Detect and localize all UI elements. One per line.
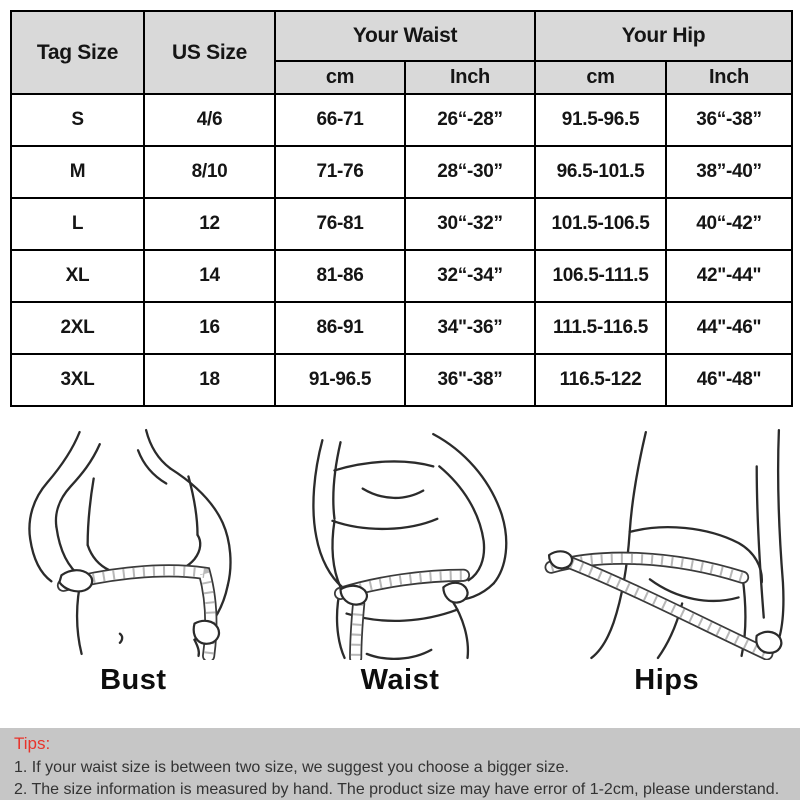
cell-hip-inch: 36“-38” [664, 93, 794, 147]
tips-line-2: 2. The size information is measured by h… [14, 780, 780, 798]
cell-tag: XL [10, 249, 145, 303]
cell-hip-inch: 40“-42” [664, 197, 794, 251]
cell-tag: L [10, 197, 145, 251]
cell-us: 14 [143, 249, 276, 303]
cell-waist-cm: 66-71 [274, 93, 406, 147]
header-tag-size: Tag Size [10, 10, 145, 95]
cell-hip-inch: 46"-48" [664, 353, 794, 407]
cell-waist-inch: 28“-30” [404, 145, 536, 199]
tips-title: Tips: [14, 734, 51, 753]
cell-waist-cm: 91-96.5 [274, 353, 406, 407]
size-chart-table: Tag Size US Size Your Waist Your Hip cm … [10, 10, 794, 407]
bust-figure: Bust [0, 424, 267, 720]
cell-us: 8/10 [143, 145, 276, 199]
bust-label: Bust [100, 664, 167, 696]
measurement-figures: Bust [0, 424, 800, 720]
cell-hip-inch: 38”-40” [664, 145, 794, 199]
cell-waist-inch: 36"-38” [404, 353, 536, 407]
cell-waist-cm: 81-86 [274, 249, 406, 303]
tips-line-1: 1. If your waist size is between two siz… [14, 758, 569, 776]
hips-illustration [544, 428, 785, 660]
cell-hip-cm: 116.5-122 [534, 353, 667, 407]
cell-hip-cm: 111.5-116.5 [534, 301, 667, 355]
cell-us: 18 [143, 353, 276, 407]
header-your-waist: Your Waist [274, 10, 536, 62]
header-waist-cm: cm [274, 60, 406, 95]
table-row: M 8/10 71-76 28“-30” 96.5-101.5 38”-40” [10, 145, 794, 199]
table-row: 3XL 18 91-96.5 36"-38” 116.5-122 46"-48" [10, 353, 794, 407]
cell-waist-cm: 76-81 [274, 197, 406, 251]
cell-tag: M [10, 145, 145, 199]
cell-waist-inch: 34"-36” [404, 301, 536, 355]
table-row: 2XL 16 86-91 34"-36” 111.5-116.5 44"-46" [10, 301, 794, 355]
cell-tag: 2XL [10, 301, 145, 355]
cell-us: 12 [143, 197, 276, 251]
cell-us: 16 [143, 301, 276, 355]
cell-hip-inch: 42"-44" [664, 249, 794, 303]
header-your-hip: Your Hip [533, 10, 794, 62]
waist-illustration [312, 432, 508, 660]
waist-label: Waist [360, 664, 440, 696]
cell-waist-inch: 32“-34” [404, 249, 536, 303]
cell-waist-inch: 26“-28” [404, 93, 536, 147]
cell-waist-cm: 86-91 [274, 301, 406, 355]
cell-tag: 3XL [10, 353, 145, 407]
cell-waist-cm: 71-76 [274, 145, 406, 199]
hips-figure: Hips [533, 424, 800, 720]
header-hip-cm: cm [534, 60, 667, 95]
cell-us: 4/6 [143, 93, 276, 147]
header-us-size: US Size [143, 10, 276, 95]
table-subheader-row: cm Inch cm Inch [11, 60, 794, 95]
cell-waist-inch: 30“-32” [404, 197, 536, 251]
table-header-row: Tag Size US Size Your Waist Your Hip [10, 10, 794, 95]
table-row: XL 14 81-86 32“-34” 106.5-111.5 42"-44" [10, 249, 794, 303]
cell-hip-inch: 44"-46" [664, 301, 794, 355]
header-waist-inch: Inch [404, 60, 536, 95]
table-row: L 12 76-81 30“-32” 101.5-106.5 40“-42” [10, 197, 794, 251]
cell-hip-cm: 91.5-96.5 [534, 93, 667, 147]
header-hip-inch: Inch [664, 60, 794, 95]
table-row: S 4/6 66-71 26“-28” 91.5-96.5 36“-38” [10, 93, 794, 147]
waist-figure: Waist [267, 424, 534, 720]
bust-illustration [28, 428, 232, 660]
hips-label: Hips [634, 664, 700, 696]
cell-tag: S [10, 93, 145, 147]
cell-hip-cm: 101.5-106.5 [534, 197, 667, 251]
cell-hip-cm: 106.5-111.5 [534, 249, 667, 303]
tips-section: Tips: 1. If your waist size is between t… [0, 728, 800, 800]
cell-hip-cm: 96.5-101.5 [534, 145, 667, 199]
